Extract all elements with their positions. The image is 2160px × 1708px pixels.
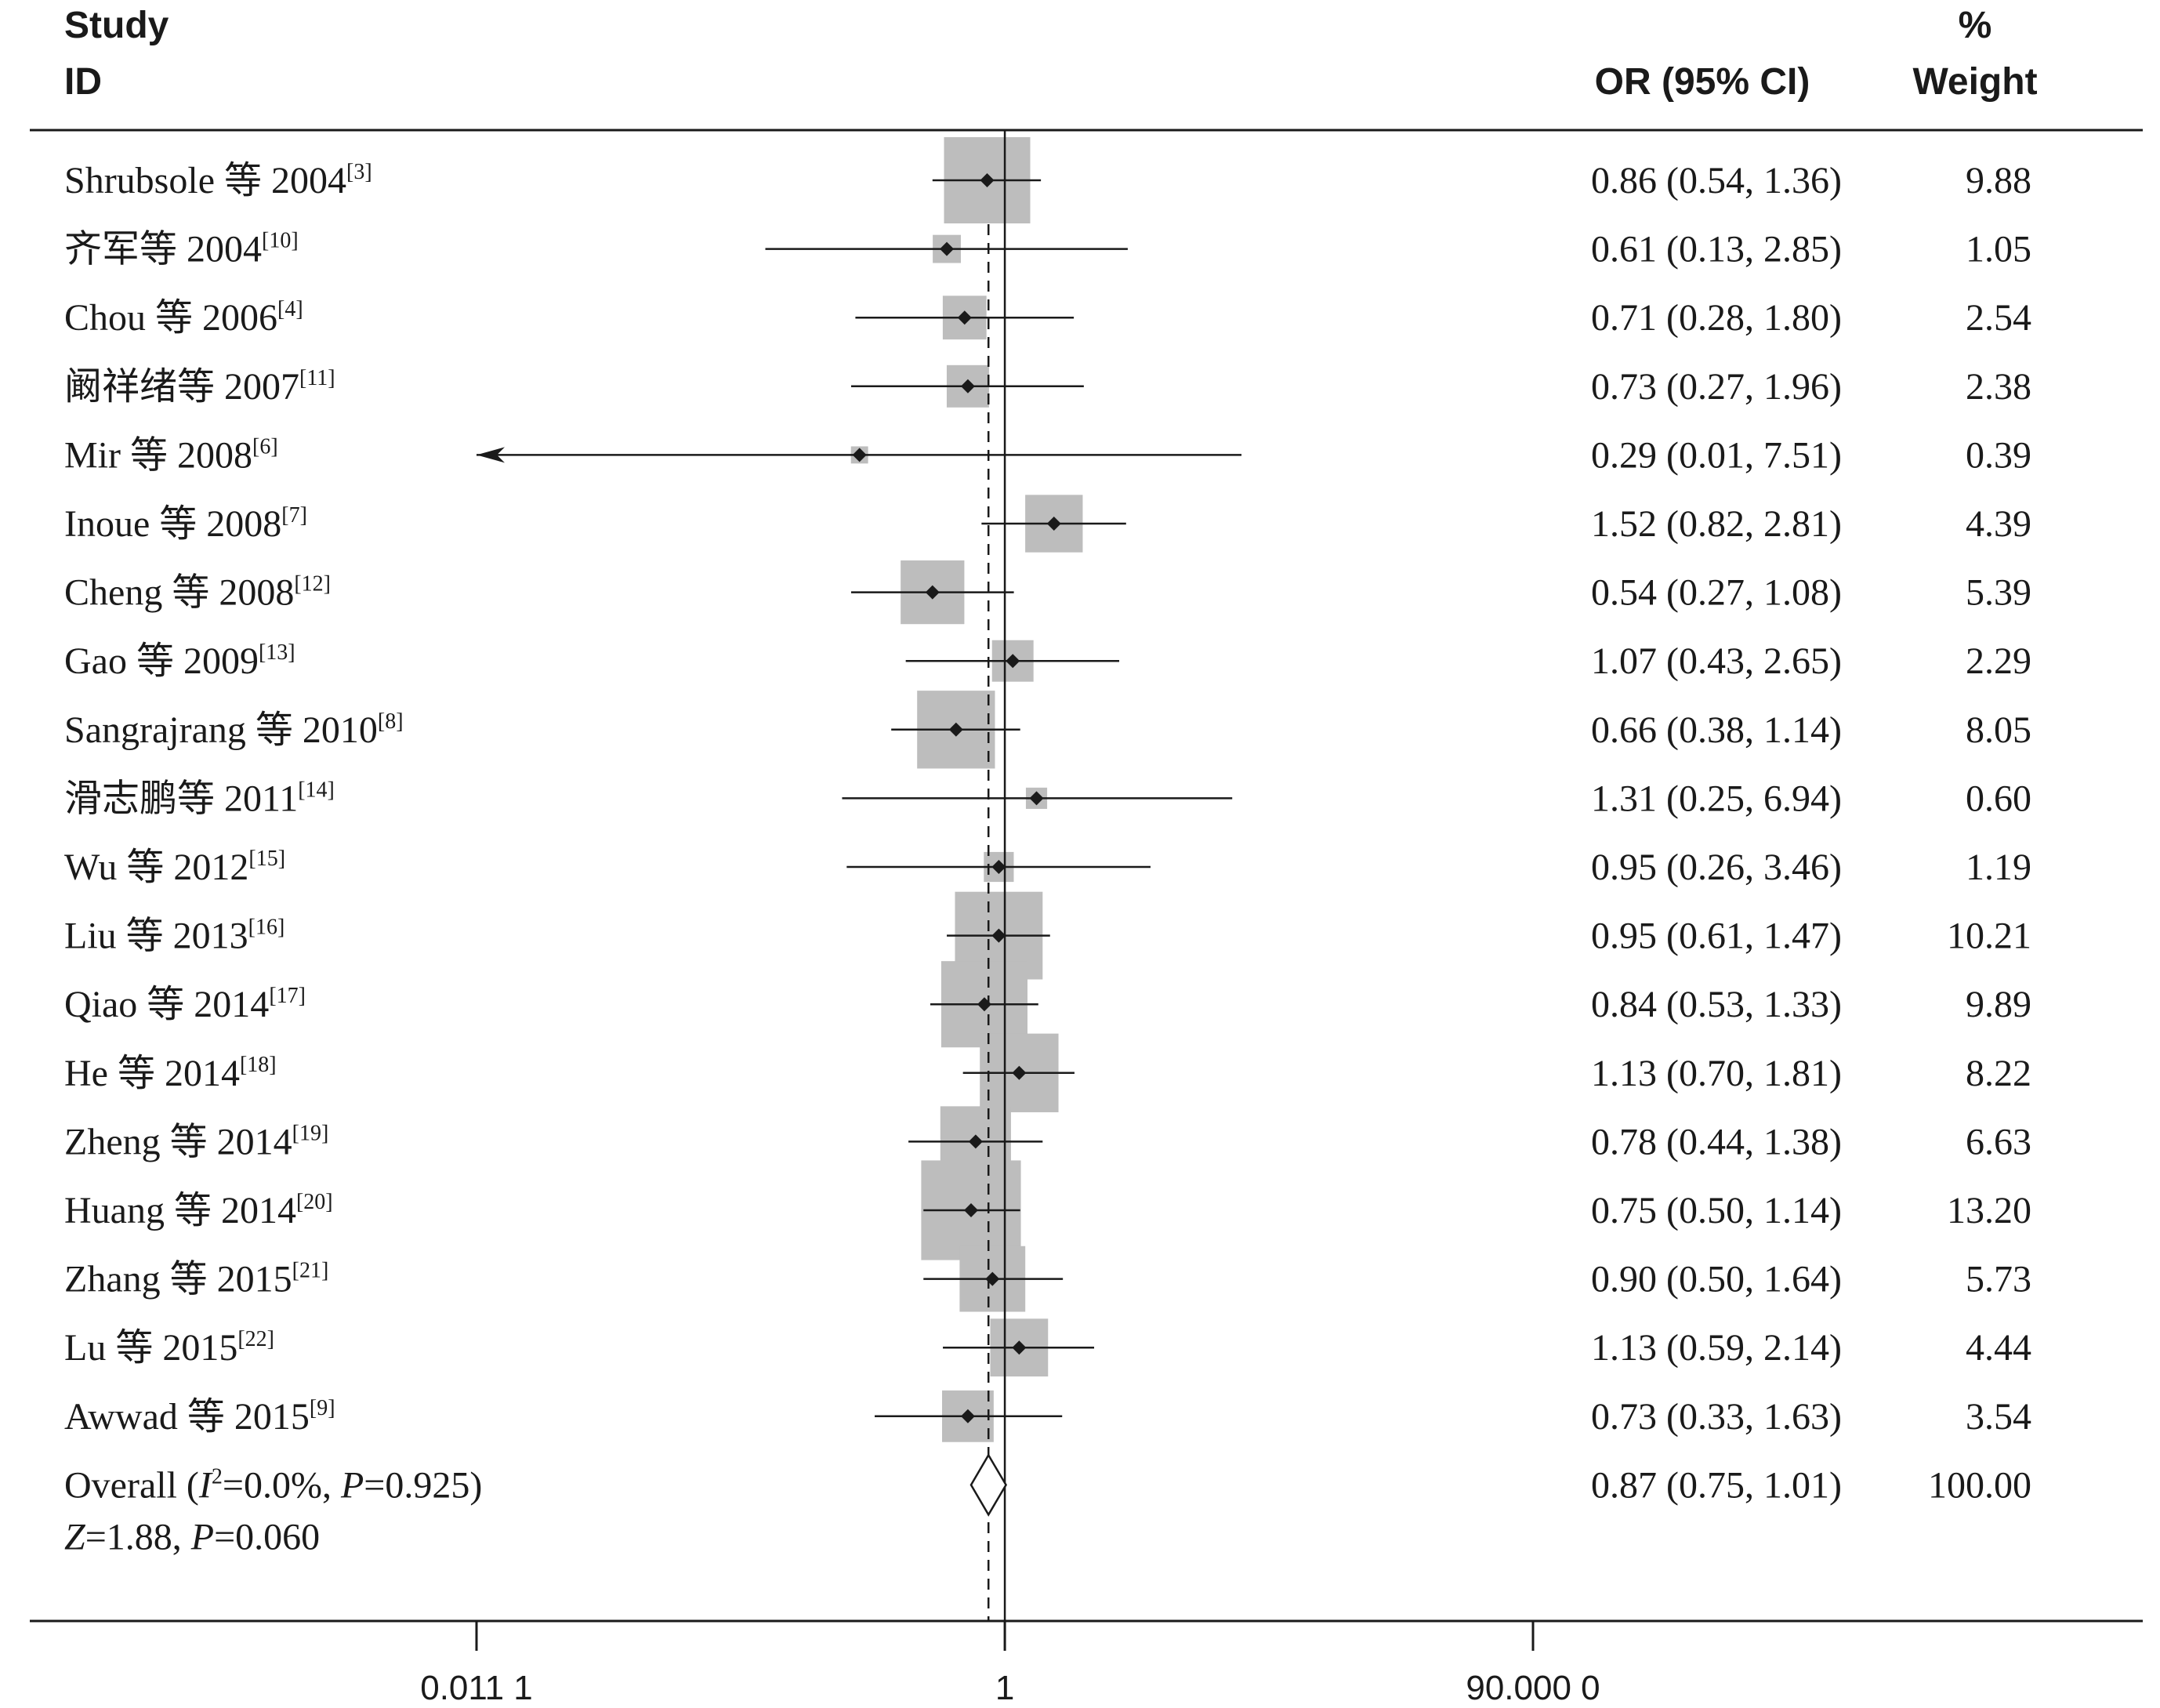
point-estimate xyxy=(977,997,991,1012)
weight-value: 1.19 xyxy=(1966,847,2031,888)
study-label: Gao 等 2009[13] xyxy=(64,640,295,682)
point-estimate xyxy=(1012,1065,1027,1080)
or-ci-value: 0.78 (0.44, 1.38) xyxy=(1591,1121,1842,1162)
study-label: Mir 等 2008[6] xyxy=(64,434,278,476)
point-estimate xyxy=(963,1203,978,1217)
point-estimate xyxy=(1012,1340,1027,1355)
weight-value: 4.39 xyxy=(1966,503,2031,545)
or-ci-value: 0.61 (0.13, 2.85) xyxy=(1591,229,1842,270)
point-estimate xyxy=(940,241,955,256)
study-label: Lu 等 2015[22] xyxy=(64,1327,274,1369)
overall-weight-value: 100.00 xyxy=(1928,1464,2031,1506)
study-label: Cheng 等 2008[12] xyxy=(64,572,331,614)
or-ci-value: 1.31 (0.25, 6.94) xyxy=(1591,778,1842,819)
weight-value: 2.54 xyxy=(1966,297,2031,339)
point-estimate xyxy=(957,310,972,325)
weight-value: 8.05 xyxy=(1966,709,2031,751)
or-ci-value: 1.07 (0.43, 2.65) xyxy=(1591,640,1842,682)
overall-label: Overall (I2=0.0%, P=0.925) xyxy=(64,1464,482,1506)
or-ci-value: 1.13 (0.59, 2.14) xyxy=(1591,1327,1842,1369)
weight-value: 1.05 xyxy=(1966,229,2031,270)
study-label: 齐军等 2004[10] xyxy=(64,229,299,270)
study-label: Zhang 等 2015[21] xyxy=(64,1259,328,1300)
weight-value: 2.29 xyxy=(1966,640,2031,682)
header-weight: Weight xyxy=(1912,61,2037,103)
x-tick-label: 0.011 1 xyxy=(420,1669,533,1707)
or-ci-value: 0.71 (0.28, 1.80) xyxy=(1591,297,1842,339)
ci-arrow-left xyxy=(477,447,505,463)
weight-value: 4.44 xyxy=(1966,1327,2031,1369)
or-ci-value: 1.13 (0.70, 1.81) xyxy=(1591,1053,1842,1094)
study-label: Qiao 等 2014[17] xyxy=(64,984,306,1025)
point-estimate xyxy=(985,1271,1000,1286)
or-ci-value: 0.73 (0.33, 1.63) xyxy=(1591,1396,1842,1438)
weight-value: 10.21 xyxy=(1947,916,2031,957)
header-or-ci: OR (95% CI) xyxy=(1595,61,1810,103)
point-estimate xyxy=(968,1134,983,1149)
point-estimate xyxy=(852,448,867,462)
overall-diamond xyxy=(969,1452,1008,1517)
study-label: 阚祥绪等 2007[11] xyxy=(64,366,335,408)
x-tick-label: 90.000 0 xyxy=(1466,1669,1600,1707)
point-estimate xyxy=(960,379,975,393)
point-estimate xyxy=(960,1409,975,1423)
overall-or-ci-value: 0.87 (0.75, 1.01) xyxy=(1591,1464,1842,1506)
study-label: Sangrajrang 等 2010[8] xyxy=(64,709,404,751)
weight-value: 5.73 xyxy=(1966,1259,2031,1300)
or-ci-value: 0.54 (0.27, 1.08) xyxy=(1591,572,1842,614)
or-ci-value: 0.86 (0.54, 1.36) xyxy=(1591,160,1842,201)
x-tick-label: 1 xyxy=(995,1669,1014,1707)
reference-lines xyxy=(987,130,1006,1621)
study-label: Huang 等 2014[20] xyxy=(64,1190,333,1231)
or-ci-value: 0.29 (0.01, 7.51) xyxy=(1591,434,1842,476)
overall-z-test: Z=1.88, P=0.060 xyxy=(64,1516,320,1558)
or-ci-value: 0.66 (0.38, 1.14) xyxy=(1591,709,1842,751)
or-ci-value: 0.95 (0.26, 3.46) xyxy=(1591,847,1842,888)
weight-value: 13.20 xyxy=(1947,1190,2031,1231)
x-axis: 0.011 1 1 90.000 0 xyxy=(420,1621,1600,1707)
study-label: He 等 2014[18] xyxy=(64,1053,277,1094)
study-label: Wu 等 2012[15] xyxy=(64,847,285,888)
point-estimate xyxy=(1029,791,1044,806)
study-label: Liu 等 2013[16] xyxy=(64,916,284,957)
study-label: Shrubsole 等 2004[3] xyxy=(64,160,372,201)
or-ci-value: 0.84 (0.53, 1.33) xyxy=(1591,984,1842,1025)
weight-value: 0.60 xyxy=(1966,778,2031,819)
or-ci-value: 0.95 (0.61, 1.47) xyxy=(1591,916,1842,957)
point-estimates xyxy=(852,173,1061,1517)
or-ci-value: 0.90 (0.50, 1.64) xyxy=(1591,1259,1842,1300)
confidence-intervals xyxy=(477,179,1242,1418)
weight-boxes xyxy=(850,136,1083,1442)
study-label: 滑志鹏等 2011[14] xyxy=(64,778,335,819)
point-estimate xyxy=(1046,517,1061,531)
header-study: Study xyxy=(64,5,169,46)
or-ci-value: 0.73 (0.27, 1.96) xyxy=(1591,366,1842,408)
point-estimate xyxy=(991,860,1006,874)
header-id: ID xyxy=(64,61,102,103)
point-estimate xyxy=(925,585,940,600)
weight-value: 9.89 xyxy=(1966,984,2031,1025)
weight-value: 2.38 xyxy=(1966,366,2031,408)
study-label: Zheng 等 2014[19] xyxy=(64,1121,328,1162)
study-label: Awwad 等 2015[9] xyxy=(64,1396,335,1438)
weight-value: 3.54 xyxy=(1966,1396,2031,1438)
or-ci-value: 0.75 (0.50, 1.14) xyxy=(1591,1190,1842,1231)
or-ci-value: 1.52 (0.82, 2.81) xyxy=(1591,503,1842,545)
study-label: Inoue 等 2008[7] xyxy=(64,503,307,545)
study-labels: Shrubsole 等 2004[3] 齐军等 2004[10] Chou 等 20… xyxy=(64,160,482,1558)
weight-values: 9.88 1.05 2.54 2.38 0.39 4.39 5.39 2.29 8.05 0.60… xyxy=(1928,160,2031,1506)
or-values: 0.86 (0.54, 1.36) 0.61 (0.13, 2.85) 0.71 (… xyxy=(1591,160,1842,1506)
weight-value: 5.39 xyxy=(1966,572,2031,614)
point-estimate xyxy=(991,928,1006,943)
weight-value: 0.39 xyxy=(1966,434,2031,476)
weight-value: 9.88 xyxy=(1966,160,2031,201)
weight-value: 8.22 xyxy=(1966,1053,2031,1094)
header-weight-percent: % xyxy=(1959,5,1992,46)
weight-value: 6.63 xyxy=(1966,1121,2031,1162)
point-estimate xyxy=(980,173,995,187)
point-estimate xyxy=(1006,654,1020,669)
study-label: Chou 等 2006[4] xyxy=(64,297,303,339)
point-estimate xyxy=(948,722,963,737)
